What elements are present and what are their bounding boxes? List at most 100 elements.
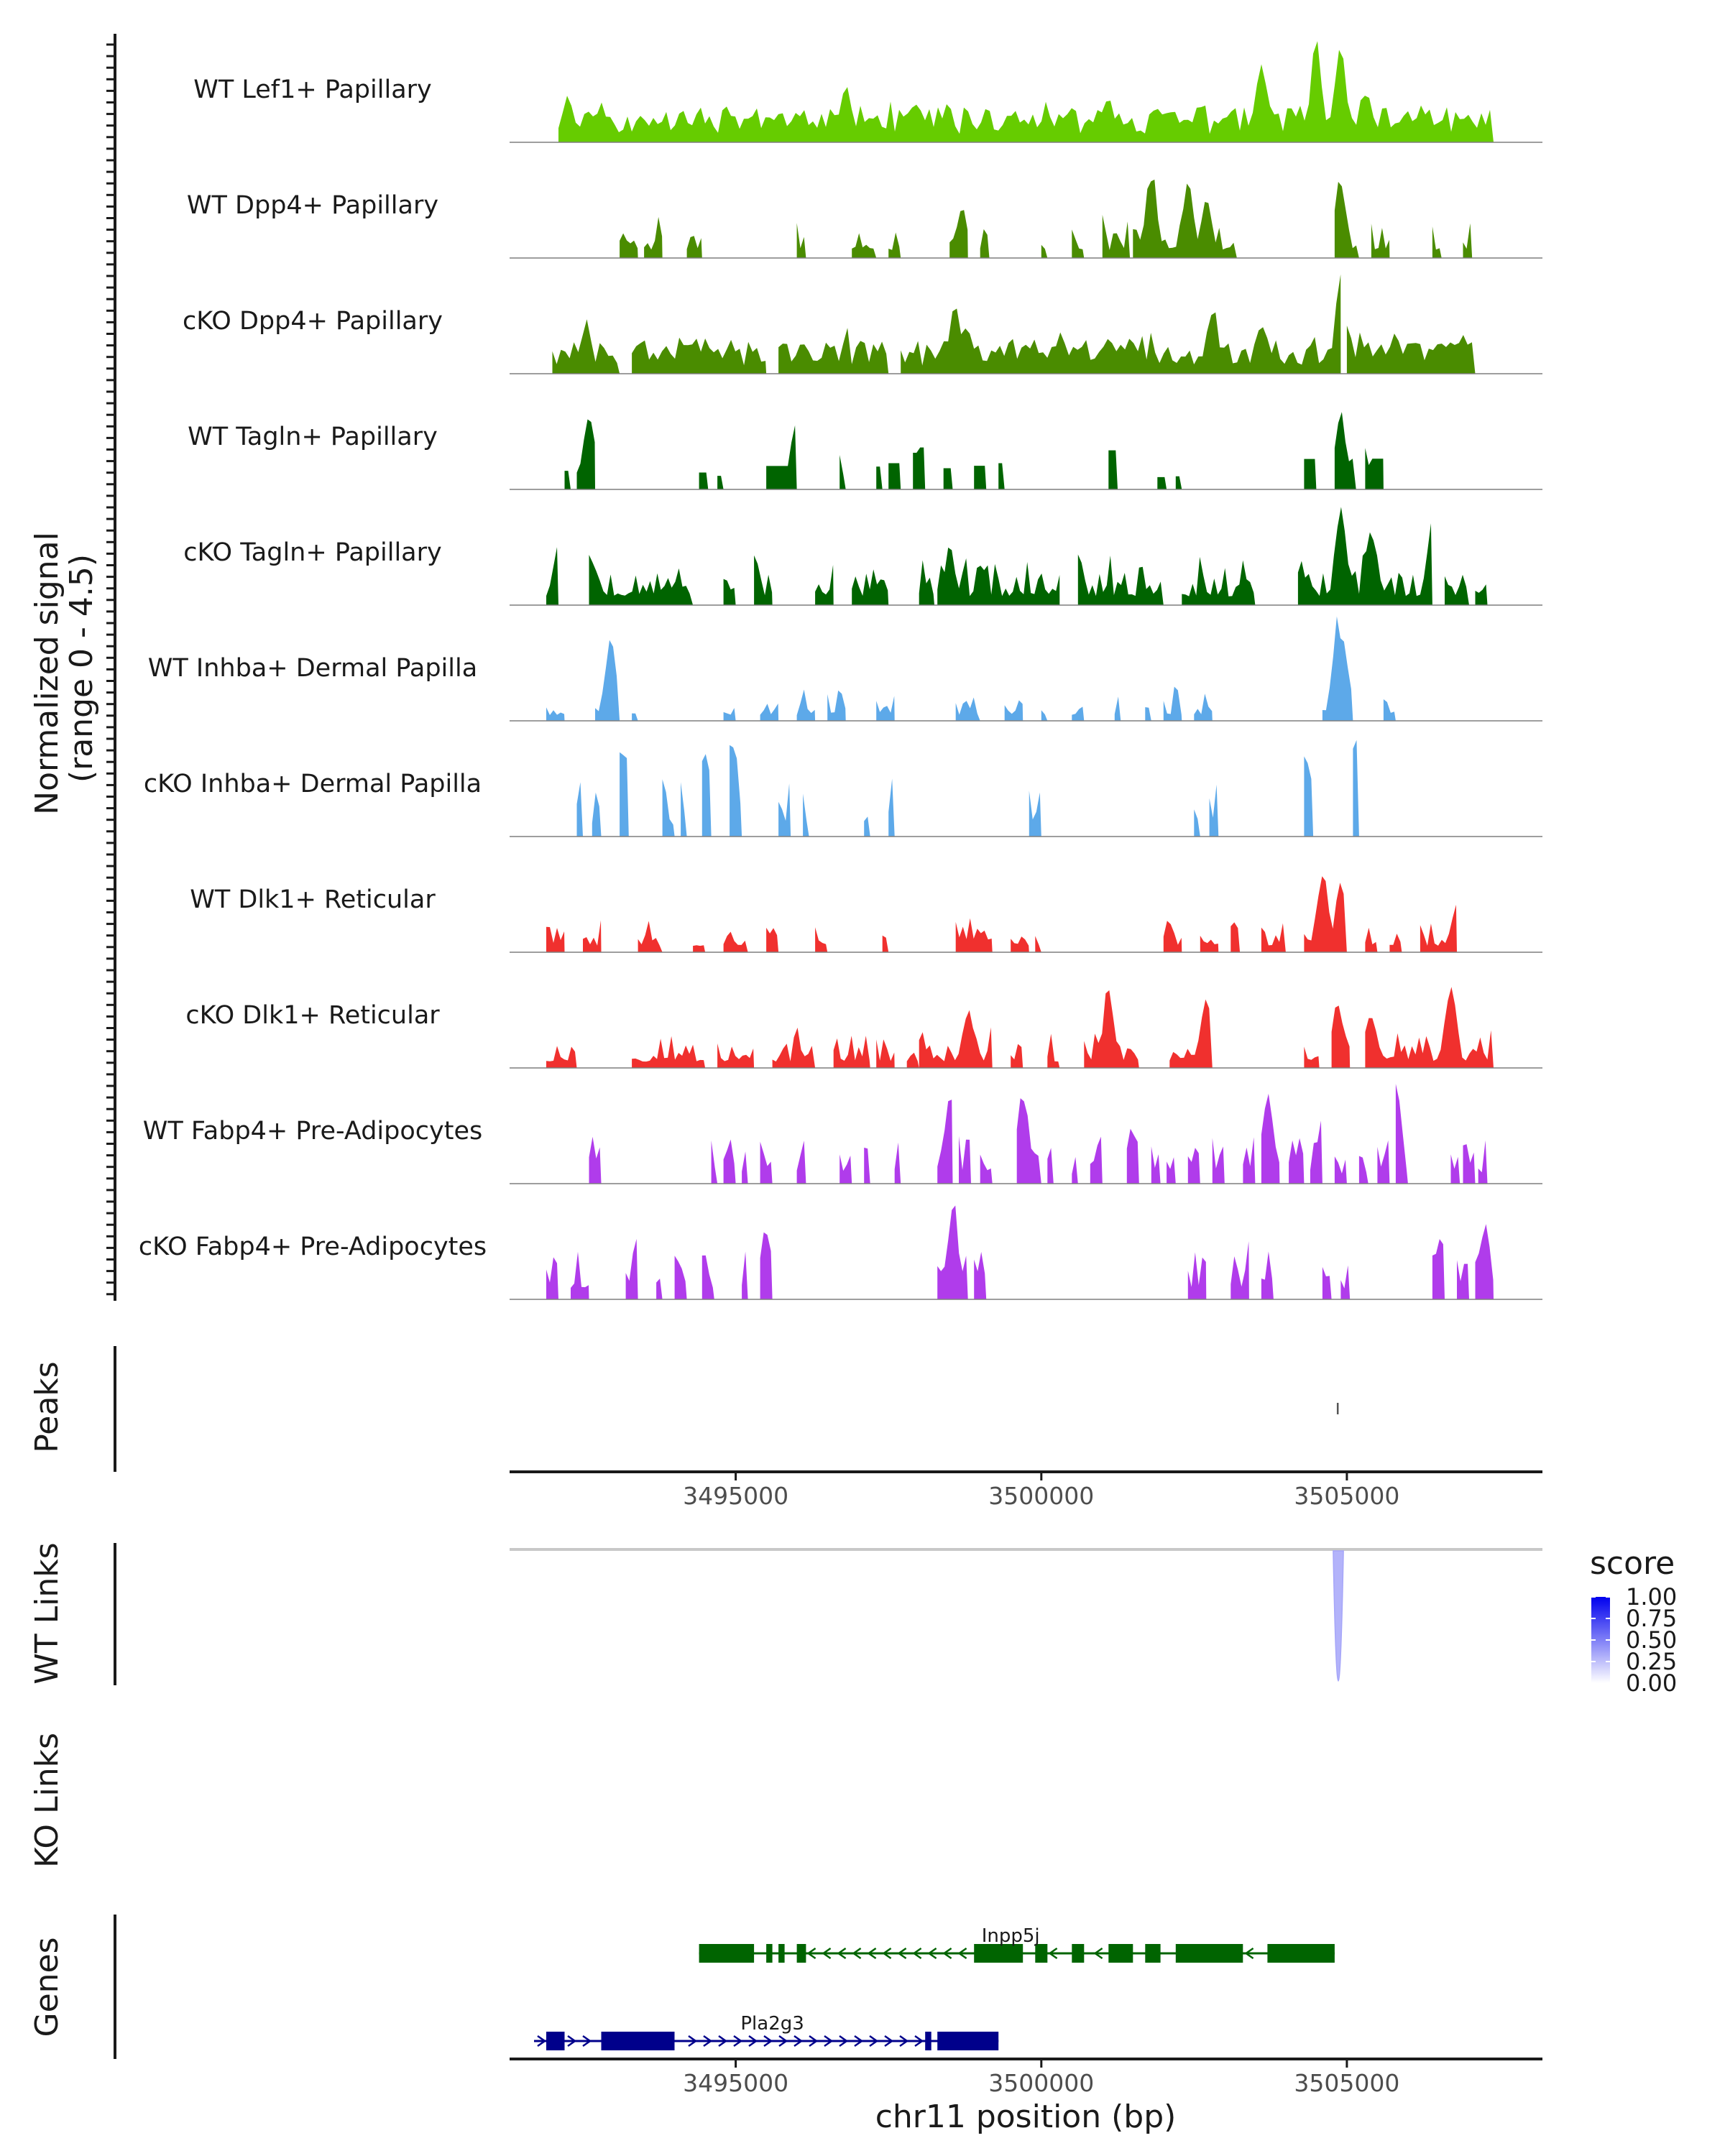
track-label-8: cKO Dlk1+ Reticular — [185, 1001, 440, 1030]
gene-strand-arrow-0-5 — [882, 1947, 892, 1960]
xticks-top-label-1: 3500000 — [988, 1482, 1094, 1510]
gene-exon-1-3 — [937, 2032, 999, 2050]
gene-strand-arrow-1-10 — [794, 2035, 804, 2047]
legend-title: score — [1590, 1545, 1675, 1582]
genes-x-ticks: 3495000 3500000 3505000 — [683, 2059, 1399, 2097]
track-2: cKO Dpp4+ Papillary — [183, 274, 1542, 374]
track-4: cKO Tagln+ Papillary — [183, 507, 1542, 606]
gene-strand-arrow-0-6 — [897, 1947, 907, 1960]
track-label-4: cKO Tagln+ Papillary — [183, 538, 442, 567]
xticks-bottom-label-1: 3500000 — [988, 2069, 1094, 2097]
gene-strand-arrow-1-16 — [884, 2035, 894, 2047]
gene-strand-arrow-1-12 — [824, 2035, 834, 2047]
legend-label-1: 0.75 — [1626, 1605, 1677, 1632]
track-8: cKO Dlk1+ Reticular — [185, 987, 1542, 1069]
gene-strand-arrow-0-8 — [927, 1947, 937, 1960]
gene-exon-0-8 — [1145, 1944, 1161, 1963]
track-3: WT Tagln+ Papillary — [188, 412, 1542, 490]
gene-strand-arrow-1-4 — [703, 2035, 713, 2047]
track-10: cKO Fabp4+ Pre-Adipocytes — [139, 1205, 1542, 1300]
gene-exon-0-10 — [1267, 1944, 1335, 1963]
xticks-bottom-label-2: 3505000 — [1294, 2069, 1399, 2097]
track-coverage-4 — [546, 507, 1488, 605]
track-label-7: WT Dlk1+ Reticular — [190, 885, 436, 914]
gene-strand-arrow-0-1 — [822, 1947, 832, 1960]
y-axis-title-line-1: Normalized signal — [29, 532, 65, 815]
gene-strand-arrow-0-13 — [1244, 1947, 1254, 1960]
y-axis-title-line-2: (range 0 - 4.5) — [63, 554, 100, 783]
gene-strand-arrow-1-8 — [763, 2035, 773, 2047]
gene-strand-arrow-0-0 — [806, 1947, 816, 1960]
gene-strand-arrow-0-2 — [837, 1947, 847, 1960]
gene-strand-arrow-0-4 — [867, 1947, 877, 1960]
gene-exon-0-1 — [766, 1944, 773, 1963]
gene-exon-0-4 — [974, 1944, 1024, 1963]
track-label-0: WT Lef1+ Papillary — [193, 75, 432, 104]
track-coverage-1 — [620, 179, 1473, 258]
gene-strand-arrow-1-13 — [839, 2035, 849, 2047]
gene-strand-arrow-1-0 — [537, 2035, 547, 2047]
gene-strand-arrow-1-15 — [869, 2035, 879, 2047]
gene-exon-0-7 — [1108, 1944, 1133, 1963]
track-9: WT Fabp4+ Pre-Adipocytes — [143, 1084, 1542, 1184]
gene-exon-0-5 — [1035, 1944, 1048, 1963]
wt-links-label: WT Links — [29, 1542, 65, 1684]
x-axis-title: chr11 position (bp) — [875, 2099, 1177, 2135]
track-label-3: WT Tagln+ Papillary — [188, 423, 438, 451]
gene-1: Pla2g3 — [534, 2013, 999, 2050]
gene-strand-arrow-1-14 — [854, 2035, 864, 2047]
legend-label-3: 0.25 — [1626, 1648, 1677, 1675]
gene-strand-arrow-0-9 — [942, 1947, 952, 1960]
track-label-5: WT Inhba+ Dermal Papilla — [148, 654, 477, 683]
links-track — [510, 1548, 1542, 1682]
gene-strand-arrow-1-9 — [778, 2035, 788, 2047]
peaks-x-ticks: 3495000 3500000 3505000 — [683, 1472, 1399, 1510]
gene-exon-0-3 — [796, 1944, 806, 1963]
gene-strand-arrow-0-12 — [1093, 1947, 1103, 1960]
track-label-1: WT Dpp4+ Papillary — [187, 191, 438, 220]
track-coverage-9 — [589, 1084, 1488, 1184]
wt-link-0 — [1333, 1550, 1344, 1682]
gene-strand-arrow-1-2 — [582, 2035, 592, 2047]
coverage-y-ticks — [106, 43, 115, 1296]
gene-exon-0-2 — [778, 1944, 785, 1963]
track-coverage-2 — [552, 274, 1476, 374]
gene-strand-arrow-1-3 — [688, 2035, 698, 2047]
legend-label-0: 1.00 — [1626, 1583, 1677, 1611]
gene-0: Inpp5j — [699, 1925, 1335, 1963]
gene-name-0: Inpp5j — [982, 1925, 1040, 1947]
coverage-tracks: WT Lef1+ Papillary WT Dpp4+ Papillary cKO … — [139, 41, 1542, 1300]
coverage-y-axis-title: Normalized signal (range 0 - 4.5) — [29, 522, 100, 815]
legend-label-2: 0.50 — [1626, 1626, 1677, 1654]
gene-strand-arrow-1-5 — [718, 2035, 728, 2047]
track-0: WT Lef1+ Papillary — [193, 41, 1542, 143]
gene-strand-arrow-1-1 — [567, 2035, 577, 2047]
gene-strand-arrow-1-6 — [733, 2035, 743, 2047]
gene-exon-1-1 — [601, 2032, 675, 2050]
gene-exon-0-0 — [699, 1944, 755, 1963]
peaks-label: Peaks — [29, 1361, 65, 1452]
track-coverage-3 — [564, 412, 1384, 489]
gene-exon-1-2 — [925, 2032, 932, 2050]
genes-track: Inpp5j Pla2g3 — [534, 1925, 1335, 2050]
track-5: WT Inhba+ Dermal Papilla — [148, 616, 1542, 722]
track-1: WT Dpp4+ Papillary — [187, 179, 1542, 259]
gene-name-1: Pla2g3 — [740, 2013, 804, 2035]
gene-strand-arrow-0-7 — [912, 1947, 922, 1960]
gene-strand-arrow-1-17 — [899, 2035, 909, 2047]
track-coverage-6 — [576, 740, 1359, 837]
track-label-9: WT Fabp4+ Pre-Adipocytes — [143, 1117, 482, 1146]
track-coverage-7 — [546, 876, 1457, 952]
track-label-2: cKO Dpp4+ Papillary — [183, 307, 443, 336]
ko-links-label: KO Links — [29, 1733, 65, 1868]
track-label-6: cKO Inhba+ Dermal Papilla — [144, 770, 482, 798]
xticks-top-label-2: 3505000 — [1294, 1482, 1399, 1510]
gene-strand-arrow-1-11 — [809, 2035, 819, 2047]
track-coverage-8 — [546, 987, 1494, 1068]
gene-strand-arrow-0-11 — [1048, 1947, 1058, 1960]
gene-exon-1-0 — [546, 2032, 565, 2050]
gene-strand-arrow-1-7 — [748, 2035, 758, 2047]
gene-strand-arrow-1-18 — [914, 2035, 924, 2047]
track-6: cKO Inhba+ Dermal Papilla — [144, 740, 1542, 837]
